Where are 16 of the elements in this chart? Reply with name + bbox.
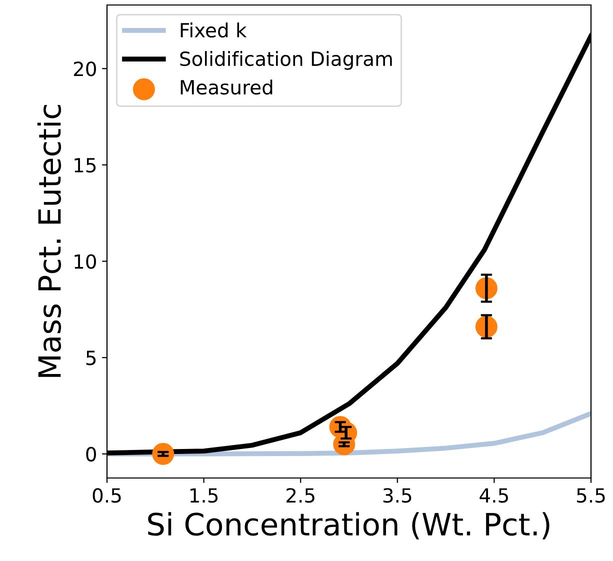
legend-label: Measured — [180, 80, 272, 95]
y-axis-title: Mass Pct. Eutectic — [37, 104, 62, 377]
x-tick-label: 1.5 — [190, 488, 218, 503]
x-tick-label: 4.5 — [480, 488, 508, 503]
y-tick-label: 20 — [74, 62, 96, 76]
y-tick-label: 10 — [74, 254, 96, 269]
legend-label: Solidification Diagram — [180, 51, 392, 70]
y-tick-label: 15 — [74, 158, 96, 173]
x-tick-label: 0.5 — [92, 488, 121, 503]
x-axis-title: Si Concentration (Wt. Pct.) — [148, 512, 550, 540]
legend-label: Fixed k — [180, 22, 247, 38]
x-tick-label: 3.5 — [383, 488, 412, 503]
y-tick-label: 5 — [86, 350, 96, 366]
y-tick-label: 0 — [86, 446, 96, 462]
x-tick-label: 5.5 — [577, 488, 605, 503]
x-tick-label: 2.5 — [286, 488, 314, 503]
